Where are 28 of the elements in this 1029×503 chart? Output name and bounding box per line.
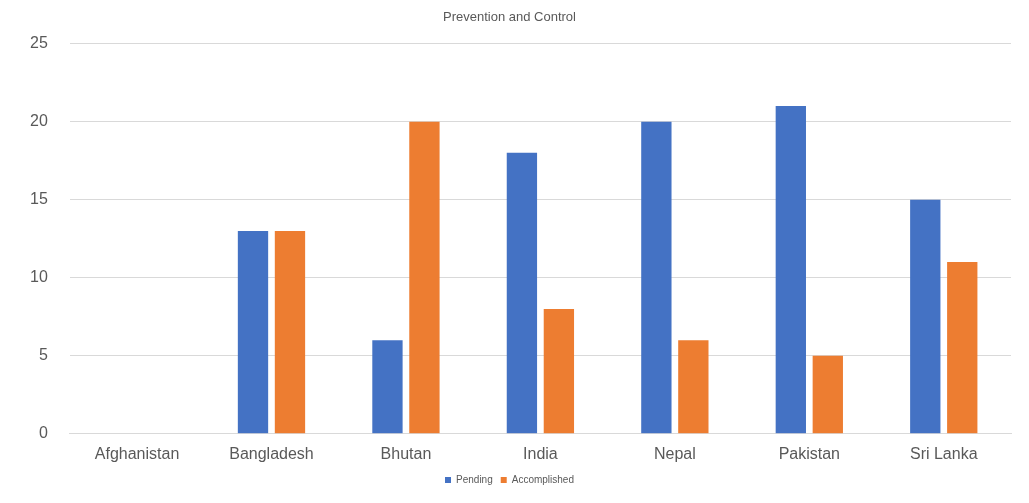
bar (409, 121, 440, 434)
x-tick-label: Bangladesh (229, 444, 314, 462)
bar (812, 355, 843, 434)
x-tick-label: Bhutan (380, 444, 432, 462)
legend-label: Accomplished (511, 473, 574, 485)
bar (506, 152, 538, 434)
bar (947, 262, 978, 434)
legend-label: Pending (456, 473, 493, 485)
bar (372, 340, 403, 434)
chart-title: Prevention and Control (443, 9, 577, 25)
bar (274, 230, 306, 434)
bar (775, 106, 806, 434)
y-tick-label: 5 (38, 346, 48, 364)
x-tick-label: Afghanistan (94, 444, 180, 462)
y-tick-label: 0 (38, 424, 48, 442)
bar (910, 199, 941, 434)
x-tick-label: Sri Lanka (909, 444, 978, 462)
bar (641, 121, 672, 434)
x-tick-label: Nepal (653, 444, 696, 462)
bar (543, 308, 575, 434)
y-tick-label: 15 (30, 190, 48, 208)
bar (237, 230, 269, 434)
bar (678, 340, 709, 434)
y-tick-label: 10 (30, 268, 48, 286)
y-tick-label: 25 (30, 34, 48, 52)
y-tick-label: 20 (30, 112, 48, 130)
x-tick-label: Pakistan (778, 444, 840, 462)
x-tick-label: India (523, 444, 558, 462)
